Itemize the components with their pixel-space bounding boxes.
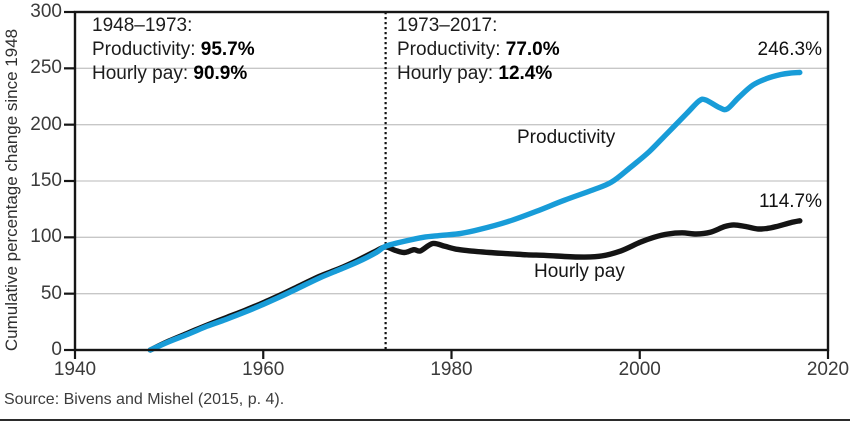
y-tick-label-200: 200: [30, 113, 62, 135]
source-note: Source: Bivens and Mishel (2015, p. 4).: [4, 391, 285, 408]
hourly-pay-series-label: Hourly pay: [534, 261, 625, 282]
annotation-line-hourly-pay: Hourly pay: 90.9%: [92, 63, 248, 84]
annotation-line-hourly-pay: Hourly pay: 12.4%: [397, 63, 553, 84]
x-tick-label-1940: 1940: [53, 359, 97, 380]
productivity-line: [147, 69, 803, 353]
annotation-1973-2017: 1973–2017: Productivity: 77.0% Hourly pa…: [397, 14, 560, 86]
hourly-pay-line: [147, 218, 803, 353]
annotation-line-productivity: Productivity: 77.0%: [397, 39, 560, 60]
y-tick-label-0: 0: [51, 339, 62, 360]
axis-tick-marks: [64, 10, 830, 359]
annotation-title: 1948–1973:: [92, 15, 193, 36]
gridlines: [76, 67, 827, 295]
y-tick-label-250: 250: [30, 57, 62, 79]
productivity-end-value: 246.3%: [757, 39, 822, 60]
y-tick-label-50: 50: [40, 282, 62, 304]
productivity-series-label: Productivity: [517, 127, 616, 148]
annotation-title: 1973–2017:: [397, 15, 498, 36]
y-tick-label-100: 100: [30, 226, 62, 248]
bottom-rule: [0, 419, 850, 421]
y-tick-label-300: 300: [30, 1, 62, 22]
annotation-line-productivity: Productivity: 95.7%: [92, 39, 255, 60]
x-tick-label-1960: 1960: [242, 359, 285, 380]
y-tick-label-150: 150: [30, 170, 62, 191]
x-tick-label-2000: 2000: [618, 359, 661, 380]
x-tick-label-1980: 1980: [430, 359, 473, 380]
annotation-1948-1973: 1948–1973: Productivity: 95.7% Hourly pa…: [92, 14, 255, 86]
hourly-pay-end-value: 114.7%: [758, 191, 822, 212]
x-tick-label-2020: 2020: [806, 359, 850, 380]
y-axis-title: Cumulative percentage change since 1948: [2, 28, 21, 352]
